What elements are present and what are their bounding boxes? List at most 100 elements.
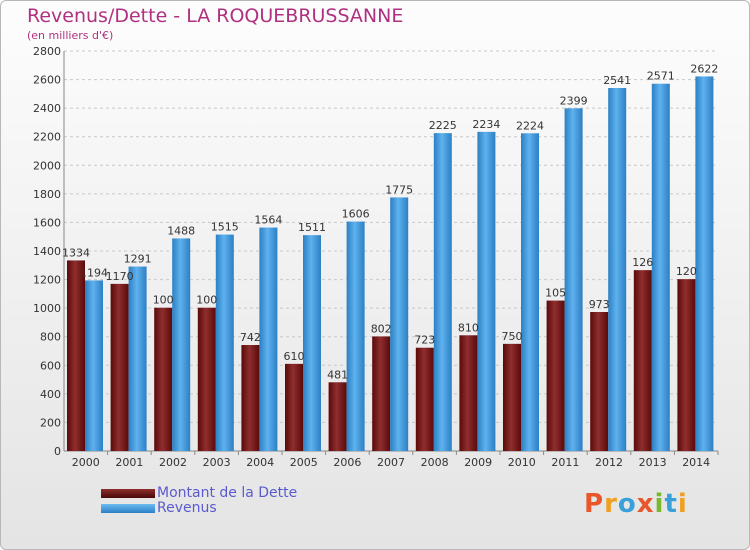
bar-revenus (215, 234, 234, 451)
bar-revenus (433, 133, 452, 451)
x-tick-label: 2013 (639, 456, 667, 469)
bar-revenus (390, 197, 409, 451)
x-tick-label: 2000 (72, 456, 100, 469)
logo-letter: o (617, 489, 637, 519)
bar-revenus (564, 108, 583, 452)
x-tick-label: 2003 (203, 456, 231, 469)
bar-dette (197, 307, 216, 451)
y-tick-label: 600 (40, 359, 61, 372)
y-tick-label: 2800 (33, 45, 61, 58)
data-label-dette: 1334 (62, 246, 90, 259)
bar-revenus (695, 76, 714, 451)
y-tick-label: 2200 (33, 131, 61, 144)
bar-dette (590, 312, 609, 451)
bar-dette (415, 347, 434, 451)
x-tick-label: 2009 (464, 456, 492, 469)
y-tick-label: 200 (40, 416, 61, 429)
bar-revenus (521, 133, 539, 452)
y-tick-label: 400 (40, 388, 61, 401)
legend-label-revenus: Revenus (157, 500, 217, 516)
data-label-dette: 723 (414, 334, 435, 347)
data-label-dette: 810 (458, 321, 479, 334)
bars (67, 76, 714, 452)
y-tick-label: 0 (54, 445, 61, 458)
x-tick-label: 2006 (333, 456, 361, 469)
data-label-dette: 126 (632, 256, 653, 269)
data-label-revenus: 1511 (298, 221, 326, 234)
data-label-dette: 802 (371, 322, 392, 335)
y-tick-label: 1800 (33, 188, 61, 201)
bar-revenus (85, 280, 103, 451)
chart-subtitle: (en milliers d'€) (27, 29, 114, 42)
logo-letter: x (636, 489, 655, 519)
y-tick-label: 1600 (33, 216, 61, 229)
data-label-revenus: 2224 (516, 119, 544, 132)
y-tick-label: 2400 (33, 102, 61, 115)
x-tick-label: 2001 (115, 456, 143, 469)
y-tick-label: 2600 (33, 74, 61, 87)
x-tick-label: 2002 (159, 456, 187, 469)
data-label-dette: 750 (502, 330, 523, 343)
data-label-dette: 1170 (106, 270, 134, 283)
data-label-dette: 973 (589, 298, 610, 311)
bar-dette (67, 260, 85, 451)
logo-letter: t (664, 489, 678, 519)
data-label-revenus: 1775 (385, 183, 413, 196)
chart-title: Revenus/Dette - LA ROQUEBRUSSANNE (27, 5, 404, 27)
bar-dette (459, 335, 478, 451)
data-label-revenus: 1515 (211, 221, 239, 234)
bar-dette (503, 343, 521, 451)
bar-revenus (346, 221, 365, 451)
data-label-dette: 742 (240, 331, 261, 344)
data-label-dette: 100 (196, 294, 217, 307)
y-tick-label: 800 (40, 331, 61, 344)
data-label-revenus: 2622 (690, 62, 718, 75)
data-label-revenus: 2234 (472, 118, 500, 131)
x-tick-label: 2008 (421, 456, 449, 469)
data-label-revenus: 2571 (647, 70, 675, 83)
y-tick-label: 1200 (33, 274, 61, 287)
data-label-revenus: 1606 (342, 208, 370, 221)
data-label-revenus: 1564 (254, 214, 282, 227)
legend-swatch-dette (101, 489, 155, 498)
bar-dette (677, 279, 696, 451)
logo-letter: i (654, 489, 665, 519)
y-tick-label: 1400 (33, 245, 61, 258)
y-axis-ticks: 0 200 400 600 800 1000 1200 1400 1600 1800 2000 220… (33, 45, 61, 458)
data-label-dette: 105 (545, 287, 566, 300)
bar-dette (633, 270, 652, 451)
bar-dette (110, 283, 129, 451)
y-tick-label: 2000 (33, 159, 61, 172)
bar-revenus (128, 266, 147, 451)
data-label-revenus: 1488 (167, 224, 195, 237)
logo-letter: i (677, 489, 688, 519)
data-label-dette: 100 (153, 294, 174, 307)
bar-dette (285, 363, 303, 451)
x-tick-label: 2005 (290, 456, 318, 469)
data-label-revenus: 2225 (429, 119, 457, 132)
bar-dette (154, 307, 173, 451)
x-tick-label: 2012 (595, 456, 623, 469)
bar-dette (241, 345, 260, 451)
data-label-revenus: 1291 (124, 253, 152, 266)
legend-swatch-revenus (101, 504, 155, 513)
data-label-dette: 610 (284, 350, 305, 363)
legend-label-dette: Montant de la Dette (157, 485, 298, 501)
logo-letter: P (584, 489, 605, 519)
bar-dette (372, 336, 391, 451)
x-axis-ticks: 2000 2001 2002 2003 2004 2005 2006 2007 2008 2009… (72, 451, 719, 469)
x-tick-label: 2007 (377, 456, 405, 469)
proxiti-logo: Proxiti (584, 489, 688, 519)
data-label-revenus: 2541 (603, 74, 631, 87)
bar-revenus (608, 88, 627, 451)
x-tick-label: 2010 (508, 456, 536, 469)
logo-letter: r (604, 489, 618, 519)
y-tick-label: 1000 (33, 302, 61, 315)
bar-revenus (259, 227, 278, 451)
x-tick-label: 2004 (246, 456, 274, 469)
data-label-revenus: 1194 (80, 266, 108, 279)
bar-revenus (172, 238, 191, 451)
